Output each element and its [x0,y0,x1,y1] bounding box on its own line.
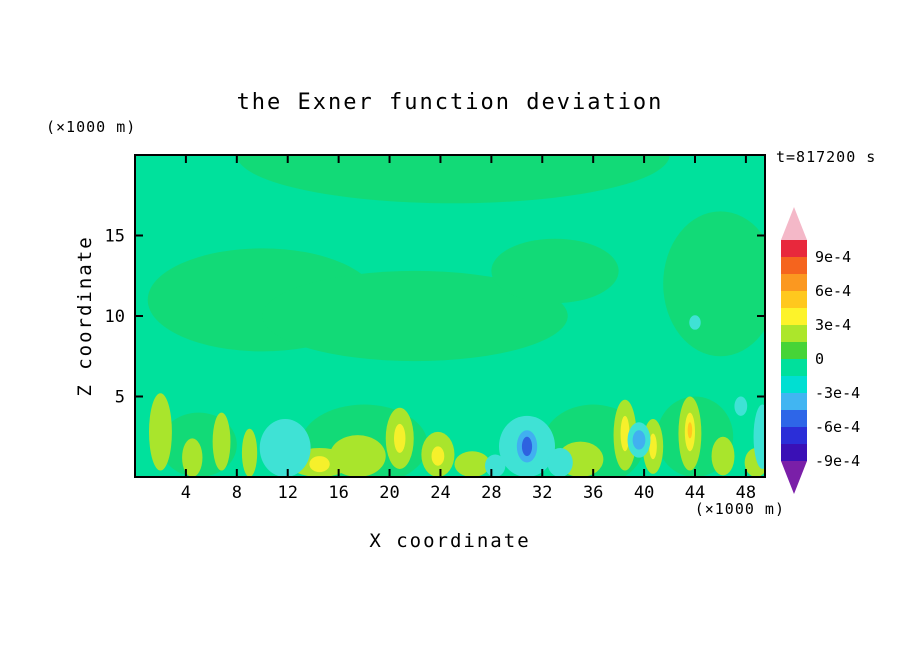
colorbar-band [781,393,807,410]
z-tick-label: 5 [115,388,125,408]
x-tick-label: 8 [232,483,242,503]
colorbar-label: -6e-4 [815,418,860,436]
contour-blob [485,454,506,477]
colorbar-band [781,410,807,427]
contour-blob [236,155,670,204]
plot-border [134,154,766,478]
x-tick-label: 20 [379,483,399,503]
contour-blob [182,438,203,477]
contour-blob [454,451,491,477]
colorbar-label: 9e-4 [815,248,851,266]
x-tick-label: 28 [481,483,501,503]
colorbar-label: 0 [815,350,824,368]
contour-blob [663,211,765,357]
x-axis-unit-label: (×1000 m) [694,500,785,518]
z-tick-label: 15 [105,227,125,247]
colorbar-label: -9e-4 [815,452,860,470]
x-tick-label: 48 [736,483,756,503]
x-tick-label: 4 [181,483,191,503]
contour-blob [491,238,619,304]
colorbar-label: 6e-4 [815,282,851,300]
contour-blob [149,393,172,471]
contour-blob [649,433,657,460]
colorbar-band [781,376,807,393]
colorbar-label: -3e-4 [815,384,860,402]
x-axis-title: X coordinate [369,530,531,552]
colorbar-arrow-top [781,207,807,240]
contour-blob [687,422,693,439]
colorbar-label: 3e-4 [815,316,851,334]
colorbar-arrow-bottom [781,461,807,494]
colorbar-band [781,291,807,308]
x-tick-label: 16 [328,483,348,503]
contour-blob [547,448,573,477]
x-tick-label: 40 [634,483,654,503]
colorbar-band [781,240,807,257]
contour-blob [212,412,231,471]
contour-blob [329,435,386,477]
contour-blob [734,396,748,416]
contour-blob [262,270,568,362]
chart-title: the Exner function deviation [236,90,664,115]
contour-blob [309,456,330,473]
contour-blob [620,415,630,452]
colorbar-band [781,444,807,461]
contour-blob [431,446,445,466]
colorbar-band [781,325,807,342]
x-tick-label: 24 [430,483,450,503]
time-annotation: t=817200 s [776,148,877,166]
contour-blob [241,428,258,477]
x-tick-label: 32 [532,483,552,503]
contour-blob [753,404,765,469]
contour-blob [259,419,311,477]
colorbar-band [781,342,807,359]
contour-blob [689,315,701,330]
x-tick-label: 12 [277,483,297,503]
contour-blob [711,436,735,476]
contour-blob [394,423,406,453]
y-axis-title: Z coordinate [74,235,96,397]
z-tick-label: 10 [105,307,125,327]
x-tick-label: 36 [583,483,603,503]
colorbar-band [781,257,807,274]
colorbar-band [781,359,807,376]
y-axis-unit-label: (×1000 m) [46,118,137,136]
contour-blob [521,436,533,457]
contour-field [147,155,765,477]
colorbar-band [781,308,807,325]
colorbar-band [781,427,807,444]
x-tick-label: 44 [685,483,705,503]
axis-ticks [136,156,764,476]
colorbar: 9e-4 6e-4 3e-4 0 -3e-4 -6e-4 -9e-4 [781,207,860,494]
colorbar-band [781,274,807,291]
contour-blob [632,430,646,450]
